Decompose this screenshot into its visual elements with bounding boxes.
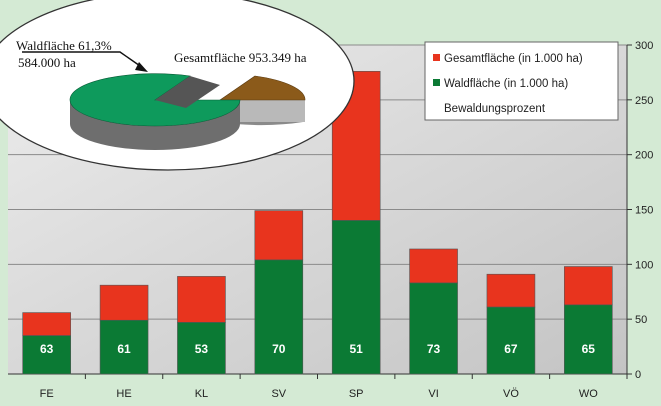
bar-forest-VI: [409, 282, 458, 375]
bar-total-VÖ: [486, 273, 536, 308]
x-tick-label: WO: [579, 388, 598, 400]
x-axis-labels: FE HE KL SV SP VI VÖ WO: [40, 374, 628, 400]
bar-label-percent: 61: [117, 342, 131, 356]
inset-pie-chart: Waldfläche 61,3% 584.000 ha Gesamtfläche…: [0, 0, 355, 171]
pie-slice-forest-side: [70, 100, 240, 150]
bars: 63 61 53 70 51 73 67 65: [22, 71, 613, 375]
bar-forest-SP: [331, 220, 381, 375]
legend-box: [424, 41, 619, 121]
bar-total-VI: [409, 248, 458, 284]
x-tick-label: VI: [428, 388, 438, 400]
bar-label-percent: 65: [582, 342, 596, 356]
bar-label-percent: 73: [427, 342, 441, 356]
inset-arrow: [22, 51, 144, 69]
bar-total-SV: [254, 210, 304, 261]
y-tick-label: 250: [635, 95, 653, 107]
pie-slice-rest-top: [219, 75, 306, 101]
legend-label-forest: Waldfläche (in 1.000 ha): [444, 78, 568, 90]
legend-swatch-forest: [433, 79, 440, 86]
legend-swatch-total: [433, 54, 440, 61]
bar-label-percent: 53: [195, 342, 209, 356]
y-tick-label: 0: [635, 369, 641, 381]
y-tick-label: 100: [635, 259, 653, 271]
bar-total-WO: [564, 266, 613, 306]
y-tick-label: 50: [635, 314, 647, 326]
bar-label-percent: 70: [272, 342, 286, 356]
x-tick-label: HE: [116, 388, 131, 400]
y-tick-label: 200: [635, 150, 653, 162]
bar-label-percent: 63: [40, 342, 54, 356]
x-tick-label: KL: [195, 388, 208, 400]
inset-label-forest: Waldfläche 61,3%: [16, 38, 112, 53]
inset-label-forest-area: 584.000 ha: [18, 55, 76, 70]
legend-label-percent: Bewaldungsprozent: [444, 103, 546, 115]
legend-label-total: Gesamtfläche (in 1.000 ha): [444, 53, 583, 65]
bar-total-KL: [177, 276, 226, 323]
pie-slice-forest-cut: [155, 76, 220, 108]
bar-forest-VÖ: [486, 306, 536, 375]
inset-arrow-head: [135, 62, 148, 72]
bar-forest-HE: [99, 319, 149, 375]
bar-total-HE: [99, 284, 149, 321]
x-tick-label: FE: [40, 388, 54, 400]
bar-forest-WO: [564, 304, 613, 375]
bar-total-FE: [22, 312, 71, 336]
y-tick-label: 150: [635, 205, 653, 217]
y-tick-label: 300: [635, 40, 653, 52]
x-tick-label: SP: [349, 388, 364, 400]
x-tick-label: VÖ: [503, 388, 519, 400]
legend: Gesamtfläche (in 1.000 ha) Waldfläche (i…: [424, 41, 619, 121]
bar-forest-SV: [254, 259, 304, 375]
bar-forest-KL: [177, 322, 226, 375]
inset-label-total: Gesamtfläche 953.349 ha: [174, 50, 307, 65]
bar-label-percent: 51: [350, 342, 364, 356]
pie-slice-rest-edge: [220, 100, 305, 122]
pie-slice-forest-top: [69, 73, 241, 127]
bar-label-percent: 67: [504, 342, 518, 356]
x-tick-label: SV: [271, 388, 286, 400]
bar-forest-FE: [22, 335, 71, 375]
